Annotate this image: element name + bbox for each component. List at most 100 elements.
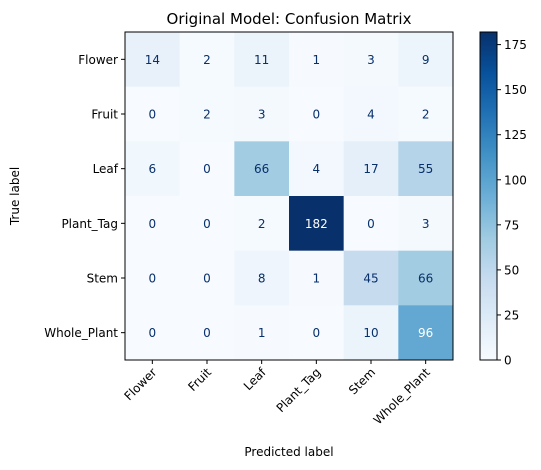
- heatmap-cell: [343, 141, 399, 197]
- colorbar-tick-label: 175: [504, 38, 527, 52]
- cell-value-label: 1: [313, 272, 321, 286]
- cell-value-label: 6: [149, 162, 157, 176]
- heatmap-cell: [234, 305, 290, 361]
- heatmap-cell: [398, 141, 454, 197]
- y-tick-label: Plant_Tag: [61, 217, 118, 231]
- colorbar-tick-label: 150: [504, 83, 527, 97]
- heatmap-cell: [234, 86, 290, 142]
- cell-value-label: 182: [305, 217, 328, 231]
- cell-value-label: 0: [313, 326, 321, 340]
- cell-value-label: 3: [422, 217, 430, 231]
- heatmap-cell: [179, 196, 235, 252]
- cell-value-label: 1: [313, 53, 321, 67]
- x-tick-label: Stem: [346, 365, 378, 397]
- heatmap-cell: [398, 196, 454, 252]
- cell-value-label: 0: [149, 217, 157, 231]
- cell-value-label: 0: [203, 217, 211, 231]
- x-tick-label: Fruit: [185, 365, 214, 394]
- cell-value-label: 66: [418, 272, 433, 286]
- plot-frame: [124, 31, 454, 361]
- cell-value-label: 0: [313, 108, 321, 122]
- heatmap-cell: [179, 86, 235, 142]
- cell-value-label: 3: [258, 108, 266, 122]
- heatmap-cell: [125, 250, 181, 306]
- cell-value-label: 10: [363, 326, 378, 340]
- cell-value-label: 8: [258, 272, 266, 286]
- colorbar: [479, 31, 498, 361]
- colorbar-tick-label: 25: [504, 308, 519, 322]
- cell-value-label: 0: [367, 217, 375, 231]
- cell-value-label: 0: [203, 326, 211, 340]
- cell-value-label: 0: [149, 326, 157, 340]
- y-tick-label: Whole_Plant: [44, 326, 118, 340]
- x-tick-label: Plant_Tag: [274, 365, 324, 415]
- heatmap-cell: [398, 86, 454, 142]
- cell-value-label: 2: [258, 217, 266, 231]
- heatmap-cell: [289, 250, 345, 306]
- cell-value-label: 0: [203, 272, 211, 286]
- heatmap-cell: [125, 305, 181, 361]
- y-axis-ticks: Flower Fruit Leaf Plant_Tag Stem Whole_Plant: [44, 53, 125, 340]
- heatmap-cell: [125, 86, 181, 142]
- cell-value-label: 1: [258, 326, 266, 340]
- x-axis-label: Predicted label: [244, 445, 333, 459]
- heatmap-cell: [343, 250, 399, 306]
- x-tick-label: Whole_Plant: [371, 365, 433, 427]
- colorbar-ticks: 0 25 50 75 100 125 150 175: [497, 38, 527, 368]
- heatmap-cell: [234, 141, 290, 197]
- heatmap-cell: [398, 32, 454, 88]
- colorbar-tick-label: 100: [504, 173, 527, 187]
- heatmap-cell: [398, 250, 454, 306]
- heatmap-cell: [234, 250, 290, 306]
- heatmap-cells: [125, 32, 454, 361]
- cell-value-label: 2: [422, 108, 430, 122]
- cell-value-label: 2: [203, 108, 211, 122]
- heatmap-cell: [179, 250, 235, 306]
- heatmap-cell: [289, 196, 345, 252]
- heatmap-cell: [234, 32, 290, 88]
- cell-value-label: 14: [145, 53, 160, 67]
- colorbar-tick-label: 0: [504, 354, 512, 368]
- cell-value-label: 45: [363, 272, 378, 286]
- cell-value-label: 4: [367, 108, 375, 122]
- heatmap-cell: [179, 141, 235, 197]
- colorbar-tick-label: 75: [504, 218, 519, 232]
- heatmap-cell: [343, 305, 399, 361]
- heatmap-cell: [179, 32, 235, 88]
- cell-value-label: 2: [203, 53, 211, 67]
- heatmap-cell: [289, 305, 345, 361]
- cell-value-label: 9: [422, 53, 430, 67]
- cell-value-label: 55: [418, 162, 433, 176]
- cell-value-label: 0: [203, 162, 211, 176]
- y-tick-label: Fruit: [91, 108, 118, 122]
- cell-value-label: 0: [149, 108, 157, 122]
- heatmap-cell: [125, 141, 181, 197]
- heatmap-cell: [289, 86, 345, 142]
- cell-value-label: 17: [363, 162, 378, 176]
- y-axis-label: True label: [8, 167, 22, 226]
- cell-value-label: 4: [313, 162, 321, 176]
- heatmap-cell: [343, 32, 399, 88]
- heatmap-cell: [343, 86, 399, 142]
- heatmap-cell: [179, 305, 235, 361]
- y-tick-label: Leaf: [93, 162, 119, 176]
- y-tick-label: Flower: [78, 53, 118, 67]
- colorbar-tick-label: 125: [504, 128, 527, 142]
- cell-value-label: 3: [367, 53, 375, 67]
- x-tick-label: Flower: [121, 365, 159, 403]
- cell-value-label: 96: [418, 326, 433, 340]
- heatmap-cell: [289, 141, 345, 197]
- cell-value-label: 66: [254, 162, 269, 176]
- cell-value-label: 11: [254, 53, 269, 67]
- heatmap-cell-labels: 14 2 11 1 3 90 2 3 0 4 26 0 66 4 17 550 0 2 182 0 30 0 8 1 45 660…: [145, 53, 434, 340]
- x-tick-label: Leaf: [241, 365, 269, 393]
- heatmap-cell: [398, 305, 454, 361]
- heatmap-cell: [125, 196, 181, 252]
- colorbar-tick-label: 50: [504, 263, 519, 277]
- heatmap-cell: [343, 196, 399, 252]
- heatmap-cell: [289, 32, 345, 88]
- heatmap-cell: [234, 196, 290, 252]
- chart-title: Original Model: Confusion Matrix: [167, 10, 412, 28]
- heatmap-cell: [125, 32, 181, 88]
